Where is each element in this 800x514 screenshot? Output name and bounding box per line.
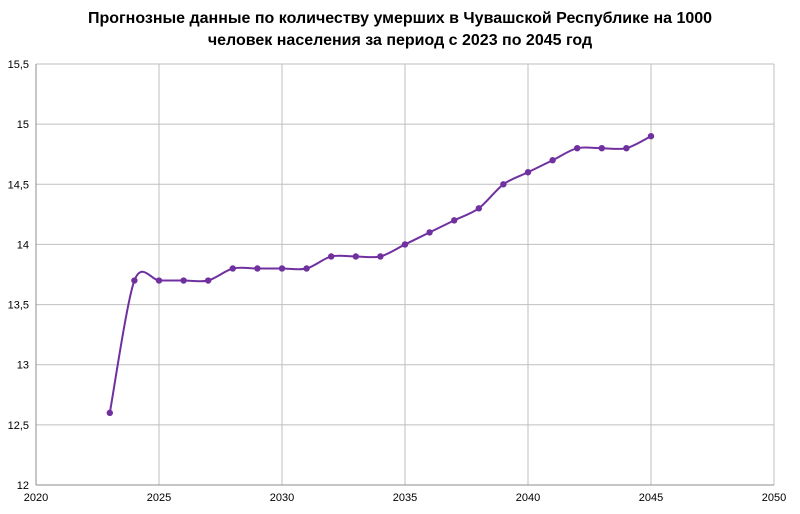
- data-point: [426, 229, 433, 236]
- y-tick-label: 13: [17, 360, 29, 372]
- data-point: [155, 277, 163, 284]
- chart-title-line-2: человек населения за период с 2023 по 20…: [207, 32, 593, 49]
- y-tick-label: 14,5: [8, 179, 29, 191]
- y-tick-label: 15: [17, 119, 29, 131]
- data-point: [451, 217, 458, 224]
- data-point: [303, 265, 310, 272]
- data-point: [524, 169, 532, 176]
- data-point: [574, 145, 581, 152]
- data-point: [352, 253, 359, 260]
- y-tick-label: 13,5: [8, 300, 29, 312]
- y-tick-label: 15,5: [8, 59, 29, 71]
- data-point: [278, 265, 286, 272]
- y-tick-label: 14: [17, 239, 29, 251]
- data-point: [229, 265, 236, 272]
- data-point: [106, 409, 114, 417]
- x-tick-label: 2040: [516, 492, 540, 504]
- chart-title: Прогнозные данные по количеству умерших …: [0, 8, 800, 52]
- data-point: [328, 253, 335, 260]
- data-point: [401, 241, 409, 248]
- x-tick-label: 2045: [639, 492, 663, 504]
- data-point: [475, 205, 482, 212]
- data-point: [205, 277, 212, 284]
- data-point: [180, 277, 187, 284]
- y-tick-label: 12,5: [8, 420, 29, 432]
- data-point: [623, 145, 630, 152]
- x-tick-label: 2035: [393, 492, 417, 504]
- data-point: [647, 132, 655, 140]
- data-point: [500, 181, 507, 188]
- x-tick-label: 2030: [270, 492, 294, 504]
- y-tick-label: 12: [17, 480, 29, 492]
- chart-title-line-1: Прогнозные данные по количеству умерших …: [87, 10, 713, 27]
- data-point: [377, 253, 384, 260]
- data-point: [131, 277, 138, 284]
- data-point: [254, 265, 261, 272]
- data-point: [549, 157, 556, 164]
- data-point: [598, 145, 605, 152]
- x-tick-label: 2020: [24, 492, 48, 504]
- x-tick-label: 2025: [147, 492, 171, 504]
- series-line: [108, 135, 652, 414]
- x-tick-label: 2050: [762, 492, 786, 504]
